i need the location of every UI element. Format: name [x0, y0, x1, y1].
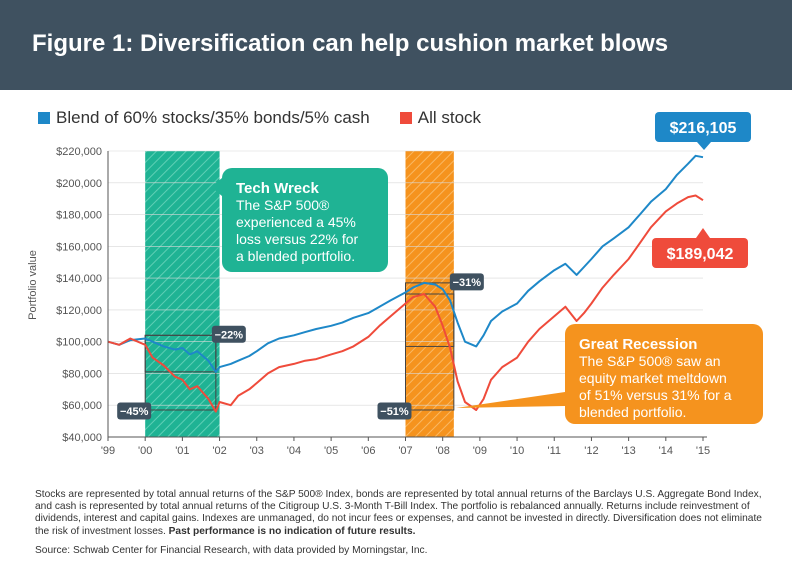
x-tick-label: '13 [621, 445, 635, 457]
x-tick-label: '10 [510, 445, 524, 457]
series-line-stock [107, 194, 704, 413]
drawdown-box [405, 293, 455, 411]
drawdown-label: −51% [380, 406, 409, 418]
x-tick-label: '03 [250, 445, 264, 457]
y-tick-label: $160,000 [56, 241, 102, 253]
tech-wreck-callout-line: a blended portfolio. [236, 248, 355, 264]
great-recession-callout-line: of 51% versus 31% for a [579, 387, 732, 403]
source-note: Source: Schwab Center for Financial Rese… [35, 545, 428, 556]
drawdown-badge [117, 402, 152, 420]
x-tick-label: '15 [696, 445, 710, 457]
y-tick-label: $180,000 [56, 210, 102, 222]
y-tick-label: $60,000 [62, 400, 102, 412]
footnote: Stocks are represented by total annual r… [35, 489, 770, 538]
x-tick-label: '05 [324, 445, 338, 457]
legend-swatch-blend [38, 112, 50, 124]
legend-swatch-stock [399, 112, 412, 124]
drawdown-label: −31% [453, 277, 482, 289]
end-value-blend-badge [655, 112, 751, 142]
y-tick-label: $120,000 [56, 305, 102, 317]
great-recession-callout-line: The S&P 500® saw an [579, 353, 721, 369]
header-bar: Figure 1: Diversification can help cushi… [0, 0, 792, 90]
great-recession-callout [565, 324, 763, 424]
drawdown-label: −45% [120, 406, 149, 418]
drawdown-label: −22% [215, 329, 244, 341]
tech-wreck-callout-pointer [211, 178, 222, 196]
portfolio-line-chart: $40,000 $60,000 $80,000 $100,000 $120,000 $14… [27, 112, 763, 457]
y-tick-label: $140,000 [56, 273, 102, 285]
x-tick-label: '00 [138, 445, 152, 457]
y-tick-label: $220,000 [56, 146, 102, 158]
series-line-blend [107, 154, 704, 373]
x-tick-label: '08 [436, 445, 450, 457]
chart-legend: Blend of 60% stocks/35% bonds/5% cash Al… [38, 108, 511, 128]
y-tick-label: $40,000 [62, 432, 102, 444]
footnote-disclaimer: Past performance is no indication of fut… [168, 525, 416, 537]
x-tick-label: '06 [361, 445, 375, 457]
x-tick-label: '11 [547, 445, 561, 457]
drawdown-badge [211, 325, 246, 343]
x-tick-label: '99 [101, 445, 115, 457]
footnote-text: Stocks are represented by total annual r… [35, 489, 762, 537]
tech-wreck-callout-line: experienced a 45% [236, 214, 356, 230]
x-tick-label: '04 [287, 445, 301, 457]
end-value-blend-label: $216,105 [670, 120, 737, 137]
great-recession-callout-line: blended portfolio. [579, 404, 686, 420]
x-tick-label: '02 [212, 445, 226, 457]
x-tick-label: '12 [584, 445, 598, 457]
end-value-blend-pointer [697, 142, 711, 150]
legend-item-stock: All stock [399, 108, 482, 128]
page-title: Figure 1: Diversification can help cushi… [32, 30, 669, 57]
x-tick-label: '14 [659, 445, 673, 457]
legend-label-blend: Blend of 60% stocks/35% bonds/5% cash [56, 108, 370, 127]
y-tick-label: $100,000 [56, 337, 102, 349]
drawdown-badge [377, 402, 412, 420]
y-tick-label: $200,000 [56, 178, 102, 190]
x-tick-label: '01 [175, 445, 189, 457]
end-value-stock-pointer [696, 228, 710, 238]
tech-wreck-callout [222, 168, 388, 272]
tech-wreck-callout-title: Tech Wreck [236, 180, 319, 197]
drawdown-badge [449, 273, 484, 291]
end-value-stock-label: $189,042 [667, 246, 734, 263]
x-tick-label: '09 [473, 445, 487, 457]
y-axis-label: Portfolio value [27, 250, 39, 320]
tech-wreck-callout-line: The S&P 500® [236, 197, 330, 213]
y-tick-label: $80,000 [62, 368, 102, 380]
great-recession-callout-title: Great Recession [579, 336, 697, 353]
great-recession-callout-line: equity market meltdown [579, 370, 727, 386]
end-value-stock-badge [652, 238, 748, 268]
tech-wreck-callout-line: loss versus 22% for [236, 231, 358, 247]
legend-label-stock: All stock [417, 108, 482, 127]
legend-item-blend: Blend of 60% stocks/35% bonds/5% cash [38, 108, 370, 128]
shaded-region-tech-wreck [145, 151, 220, 437]
great-recession-callout-pointer [456, 392, 565, 408]
x-tick-label: '07 [398, 445, 412, 457]
